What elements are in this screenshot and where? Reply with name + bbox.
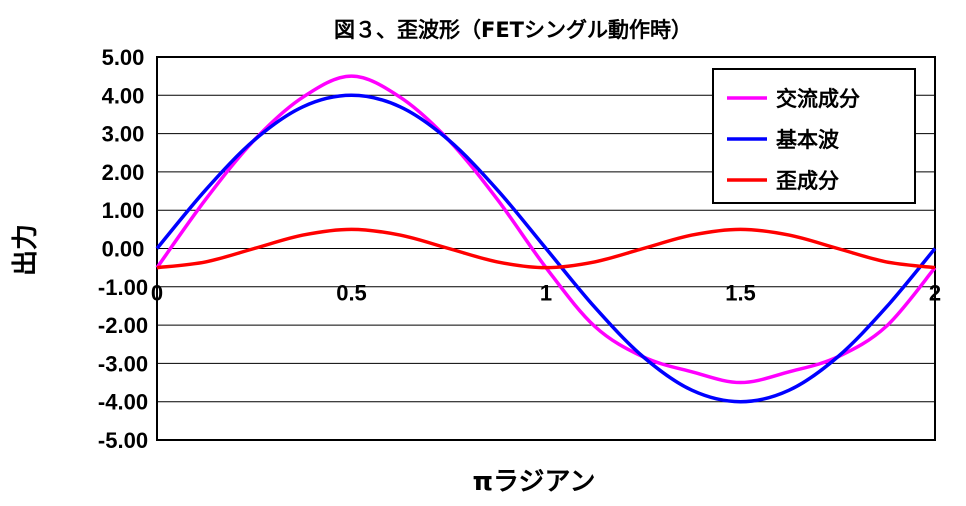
y-tick-label: 3.00	[102, 122, 145, 147]
series-line-1	[155, 93, 937, 404]
x-tick-label: 2	[929, 281, 941, 306]
y-tick-label: 2.00	[102, 160, 145, 185]
y-axis-label: 出力	[11, 224, 41, 276]
x-tick-label: 0	[151, 281, 163, 306]
y-tick-labels: 5.00 4.00 3.00 2.00 1.00 0.00 -1.00 -2.00 -3.00 -…	[98, 45, 148, 453]
y-tick-label: 4.00	[102, 83, 145, 108]
x-axis-label: πラジアン	[472, 467, 595, 497]
x-tick-labels: 0 0.5 1 1.5 2	[151, 281, 941, 306]
chart-title: 図３、歪波形（FETシングル動作時）	[334, 18, 692, 42]
y-tick-label: 5.00	[102, 45, 145, 70]
legend-label: 基本波	[776, 128, 840, 152]
y-tick-label: -1.00	[98, 275, 148, 300]
y-tick-label: -3.00	[98, 351, 148, 376]
series-lines	[155, 74, 937, 404]
x-tick-label: 1	[540, 281, 552, 306]
y-tick-label: -5.00	[98, 428, 148, 453]
x-tick-label: 1.5	[725, 281, 756, 306]
x-tick-label: 0.5	[336, 281, 367, 306]
series-line-0	[155, 74, 937, 385]
legend-label: 交流成分	[776, 87, 860, 111]
y-tick-label: 1.00	[102, 198, 145, 223]
series-line-2	[156, 227, 936, 270]
y-tick-label: -4.00	[98, 390, 148, 415]
y-tick-label: 0.00	[102, 237, 145, 262]
y-tick-label: -2.00	[98, 313, 148, 338]
legend-label: 歪成分	[776, 169, 839, 193]
